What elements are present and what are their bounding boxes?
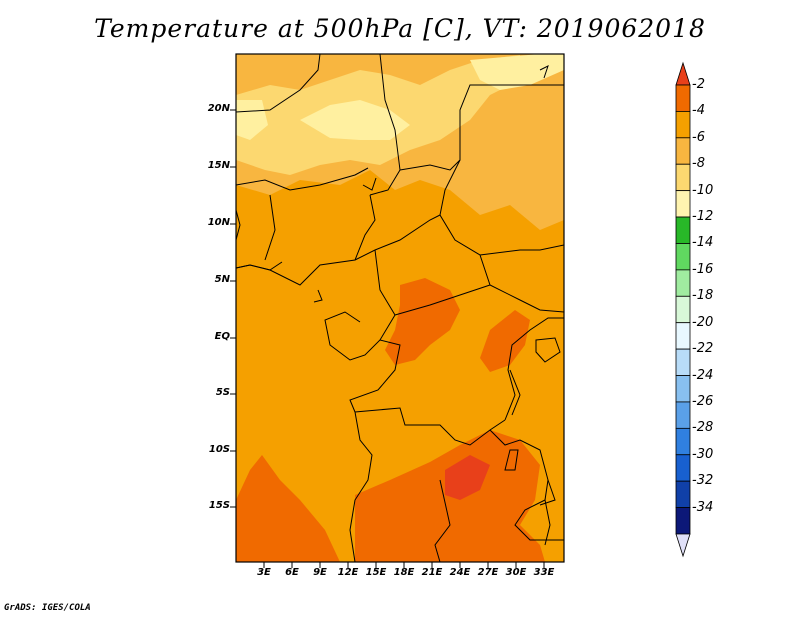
colorbar-box (675, 401, 691, 429)
lon-label-15e: 15E (365, 567, 387, 578)
lon-label-6e: 6E (285, 567, 299, 578)
colorbar-box (675, 375, 691, 403)
lon-label-9e: 9E (313, 567, 327, 578)
chart-title: Temperature at 500hPa [C], VT: 201906201… (94, 14, 706, 43)
field-warm-east (480, 310, 530, 372)
field-coolest-nw (236, 100, 268, 140)
credit-label: GrADS: IGES/COLA (4, 603, 91, 613)
colorbar-label: -6 (692, 129, 705, 145)
lon-label-33e: 33E (533, 567, 555, 578)
lat-label-10n: 10N (207, 217, 230, 228)
lon-ticks (263, 562, 545, 568)
lat-label-15s: 15S (208, 500, 230, 511)
colorbar-box (675, 322, 691, 350)
colorbar-box (675, 216, 691, 244)
lon-label-18e: 18E (393, 567, 415, 578)
field-hot-south (445, 455, 490, 500)
lon-label-30e: 30E (505, 567, 527, 578)
colorbar-label: -22 (692, 341, 714, 357)
colorbar-label: -14 (692, 235, 714, 251)
colorbar-box (675, 243, 691, 271)
colorbar-label: -10 (692, 182, 714, 198)
colorbar-boxes (675, 61, 691, 558)
lat-label-15n: 15N (207, 160, 230, 171)
lat-label-5n: 5N (214, 274, 230, 285)
colorbar-box (675, 348, 691, 376)
colorbar-label: -4 (692, 103, 705, 119)
colorbar-bottom-triangle (675, 533, 691, 558)
field-warm-southwest (236, 455, 340, 562)
colorbar-label: -26 (692, 393, 714, 409)
lat-label-eq: EQ (214, 331, 230, 342)
colorbar-label: -34 (692, 499, 714, 515)
colorbar-label: -24 (692, 367, 714, 383)
field-coolest-north (300, 100, 410, 140)
colorbar-box (675, 137, 691, 165)
colorbar-box (675, 84, 691, 112)
colorbar-label: -32 (692, 473, 714, 489)
lon-label-12e: 12E (337, 567, 359, 578)
colorbar-box (675, 269, 691, 297)
colorbar-box (675, 190, 691, 218)
colorbar-label: -28 (692, 420, 714, 436)
colorbar-label: -8 (692, 156, 705, 172)
lat-label-10s: 10S (208, 444, 230, 455)
colorbar-label: -18 (692, 288, 714, 304)
colorbar-label: -30 (692, 446, 714, 462)
colorbar-box (675, 454, 691, 482)
lon-label-3e: 3E (257, 567, 271, 578)
colorbar-label: -20 (692, 314, 714, 330)
country-borders (236, 54, 564, 562)
map-frame (235, 53, 565, 563)
colorbar-label: -12 (692, 209, 714, 225)
colorbar-label: -16 (692, 261, 714, 277)
lon-label-21e: 21E (421, 567, 443, 578)
lon-label-24e: 24E (449, 567, 471, 578)
lat-label-5s: 5S (215, 387, 230, 398)
field-warm-central (385, 278, 460, 365)
lat-label-20n: 20N (207, 103, 230, 114)
colorbar-top-triangle (675, 61, 691, 86)
lon-label-27e: 27E (477, 567, 499, 578)
colorbar-box (675, 427, 691, 456)
colorbar-box (675, 480, 691, 508)
colorbar-box (675, 507, 691, 535)
colorbar-box (675, 295, 691, 324)
field-coolest-ne (470, 54, 564, 90)
colorbar-box (675, 163, 691, 192)
colorbar-box (675, 111, 691, 139)
colorbar-label: -2 (692, 77, 705, 92)
lat-ticks (230, 109, 236, 508)
